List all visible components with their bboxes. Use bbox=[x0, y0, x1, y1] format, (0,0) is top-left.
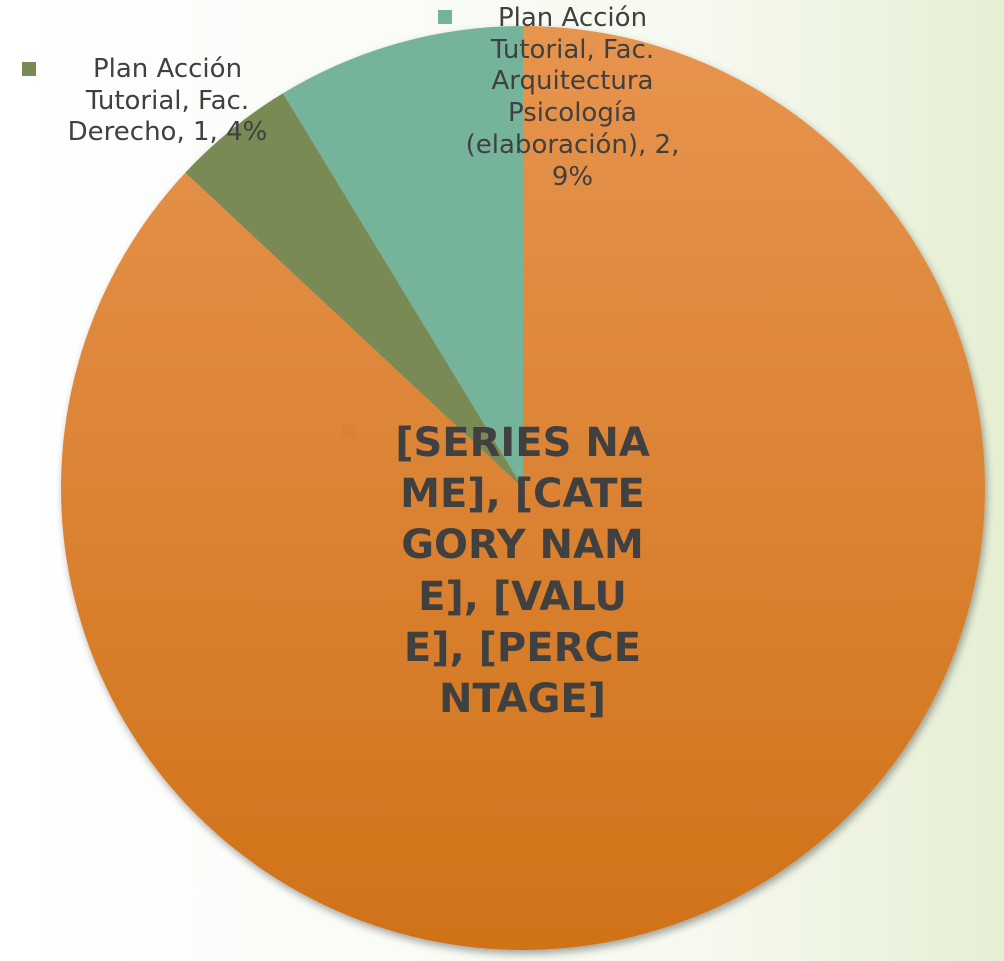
label-marker bbox=[342, 424, 356, 438]
data-label: [SERIES NAME], [CATEGORY NAME], [VALUE],… bbox=[395, 420, 650, 722]
label-marker bbox=[438, 10, 452, 24]
data-label: Plan Acción Tutorial, Fac. Derecho, 1, 4… bbox=[67, 54, 268, 148]
label-marker bbox=[22, 62, 36, 76]
data-label: Plan Acción Tutorial, Fac. Arquitectura … bbox=[465, 3, 680, 192]
pie-slice bbox=[185, 93, 523, 488]
pie bbox=[60, 26, 986, 950]
pie-slice bbox=[282, 26, 523, 488]
